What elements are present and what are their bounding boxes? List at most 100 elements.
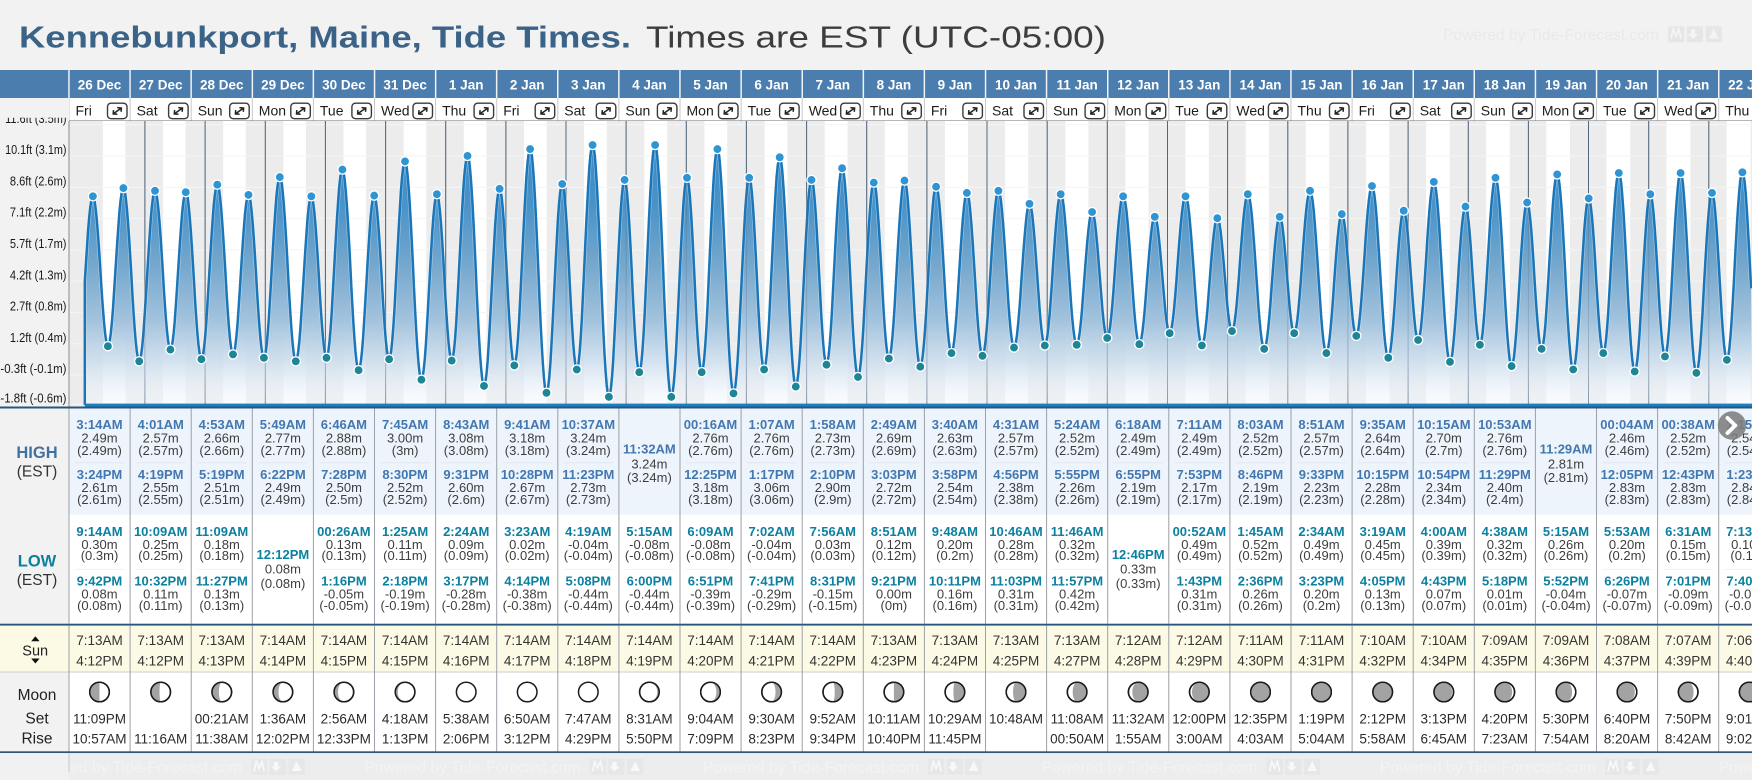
svg-text:8:30PM: 8:30PM	[382, 467, 428, 482]
svg-text:12:35PM: 12:35PM	[1233, 712, 1287, 727]
svg-text:8:20AM: 8:20AM	[1604, 732, 1651, 747]
svg-text:(0.02m): (0.02m)	[505, 548, 550, 563]
svg-text:(2.73m): (2.73m)	[810, 443, 855, 458]
svg-text:(0.49m): (0.49m)	[1177, 548, 1222, 563]
svg-text:HIGH: HIGH	[16, 444, 57, 462]
svg-text:18 Jan: 18 Jan	[1484, 78, 1526, 93]
svg-text:2.55m: 2.55m	[143, 480, 179, 495]
svg-text:9:52AM: 9:52AM	[810, 712, 857, 727]
svg-text:6:50AM: 6:50AM	[504, 712, 551, 727]
svg-text:7:13AM: 7:13AM	[199, 633, 246, 648]
svg-text:3:58PM: 3:58PM	[932, 467, 978, 482]
svg-text:2.67m: 2.67m	[509, 480, 545, 495]
svg-text:6 Jan: 6 Jan	[754, 78, 789, 93]
svg-text:(2.57m): (2.57m)	[138, 443, 183, 458]
svg-text:2.17m: 2.17m	[1181, 480, 1217, 495]
svg-text:(2.73m): (2.73m)	[566, 492, 611, 507]
svg-text:-0.3ft (-0.1m): -0.3ft (-0.1m)	[0, 361, 66, 376]
svg-text:4:29PM: 4:29PM	[565, 732, 612, 747]
svg-text:(3.06m): (3.06m)	[749, 492, 794, 507]
svg-text:00:21AM: 00:21AM	[195, 712, 249, 727]
svg-text:7:28PM: 7:28PM	[321, 467, 367, 482]
svg-text:2.51m: 2.51m	[204, 480, 240, 495]
svg-text:14 Jan: 14 Jan	[1239, 78, 1281, 93]
svg-text:22 Jan: 22 Jan	[1728, 78, 1752, 93]
svg-text:(-0.04m): (-0.04m)	[747, 548, 796, 563]
svg-text:5:50PM: 5:50PM	[626, 732, 673, 747]
svg-text:2 Jan: 2 Jan	[510, 78, 545, 93]
svg-text:2:56AM: 2:56AM	[321, 712, 368, 727]
svg-text:9:04AM: 9:04AM	[687, 712, 734, 727]
svg-text:Set: Set	[25, 711, 49, 728]
svg-text:00:16AM: 00:16AM	[684, 417, 737, 432]
svg-text:3:03PM: 3:03PM	[871, 467, 917, 482]
svg-text:8:42AM: 8:42AM	[1665, 732, 1712, 747]
svg-text:(2.57m): (2.57m)	[994, 443, 1039, 458]
svg-text:2.49m: 2.49m	[265, 480, 301, 495]
svg-text:0.33m: 0.33m	[1120, 562, 1156, 577]
svg-text:Mon: Mon	[1114, 103, 1141, 119]
svg-text:11 Jan: 11 Jan	[1056, 78, 1097, 93]
svg-text:(2.7m): (2.7m)	[1425, 443, 1463, 458]
svg-text:11:09AM: 11:09AM	[195, 524, 248, 539]
svg-text:2.73m: 2.73m	[570, 480, 606, 495]
svg-text:Sun: Sun	[198, 103, 223, 119]
svg-text:8.6ft (2.6m): 8.6ft (2.6m)	[10, 173, 67, 188]
svg-text:7:09PM: 7:09PM	[687, 732, 734, 747]
svg-text:(-0.39m): (-0.39m)	[686, 598, 735, 613]
svg-text:(3m): (3m)	[392, 443, 419, 458]
svg-text:-0.28m: -0.28m	[446, 587, 486, 602]
svg-text:12:43PM: 12:43PM	[1662, 467, 1715, 482]
svg-text:(0.11m): (0.11m)	[139, 598, 183, 613]
svg-text:2.81m: 2.81m	[1548, 457, 1584, 472]
svg-text:4:22PM: 4:22PM	[810, 654, 857, 669]
svg-text:0.39m: 0.39m	[1426, 537, 1462, 552]
svg-text:2.34m: 2.34m	[1426, 480, 1462, 495]
svg-text:21 Jan: 21 Jan	[1667, 78, 1709, 93]
svg-text:7:09AM: 7:09AM	[1482, 633, 1529, 648]
svg-text:(0.39m): (0.39m)	[1421, 548, 1466, 563]
svg-text:7:06AM: 7:06AM	[1726, 633, 1752, 648]
svg-text:0.32m: 0.32m	[1059, 537, 1095, 552]
svg-text:3:23PM: 3:23PM	[1299, 574, 1345, 589]
svg-text:12:05PM: 12:05PM	[1601, 467, 1654, 482]
svg-text:(2.38m): (2.38m)	[994, 492, 1039, 507]
svg-text:6:00PM: 6:00PM	[627, 574, 673, 589]
svg-text:(0.01m): (0.01m)	[1482, 598, 1527, 613]
svg-text:Tue: Tue	[1603, 103, 1627, 119]
svg-text:0.10m: 0.10m	[1731, 537, 1752, 552]
svg-text:4:39PM: 4:39PM	[1665, 654, 1712, 669]
svg-text:7.1ft (2.2m): 7.1ft (2.2m)	[10, 205, 67, 220]
svg-text:3.24m: 3.24m	[631, 457, 667, 472]
svg-text:3:23AM: 3:23AM	[504, 524, 550, 539]
svg-text:(0.52m): (0.52m)	[1238, 548, 1283, 563]
svg-text:4:29PM: 4:29PM	[1176, 654, 1223, 669]
svg-text:(2.34m): (2.34m)	[1421, 492, 1466, 507]
svg-text:(3.18m): (3.18m)	[505, 443, 550, 458]
svg-text:(2.52m): (2.52m)	[1238, 443, 1283, 458]
svg-text:5:15AM: 5:15AM	[1543, 524, 1589, 539]
svg-text:0.20m: 0.20m	[1609, 537, 1645, 552]
svg-text:7:14AM: 7:14AM	[748, 633, 795, 648]
svg-text:(-0.05m): (-0.05m)	[319, 598, 368, 613]
svg-text:0.20m: 0.20m	[1303, 587, 1339, 602]
svg-text:4:28PM: 4:28PM	[1115, 654, 1162, 669]
svg-text:5:53AM: 5:53AM	[1604, 524, 1650, 539]
svg-text:0.09m: 0.09m	[448, 537, 484, 552]
svg-text:2.69m: 2.69m	[876, 431, 912, 446]
svg-text:3:40AM: 3:40AM	[932, 417, 978, 432]
svg-text:2.7ft (0.8m): 2.7ft (0.8m)	[10, 299, 67, 314]
svg-text:7:13AM: 7:13AM	[137, 633, 184, 648]
svg-text:4:40PM: 4:40PM	[1726, 654, 1752, 669]
svg-text:Powered by Tide-Forecast.com: Powered by Tide-Forecast.com	[1719, 760, 1752, 777]
svg-text:0.20m: 0.20m	[937, 537, 973, 552]
svg-text:(-0.08m): (-0.08m)	[625, 548, 674, 563]
svg-text:1:55AM: 1:55AM	[1115, 732, 1162, 747]
svg-text:(0.26m): (0.26m)	[1544, 548, 1589, 563]
svg-text:2.88m: 2.88m	[326, 431, 362, 446]
svg-text:Fri: Fri	[1359, 103, 1375, 119]
svg-text:5:19PM: 5:19PM	[199, 467, 245, 482]
svg-text:2.73m: 2.73m	[815, 431, 851, 446]
svg-text:2.76m: 2.76m	[754, 431, 790, 446]
svg-text:4:13PM: 4:13PM	[199, 654, 246, 669]
